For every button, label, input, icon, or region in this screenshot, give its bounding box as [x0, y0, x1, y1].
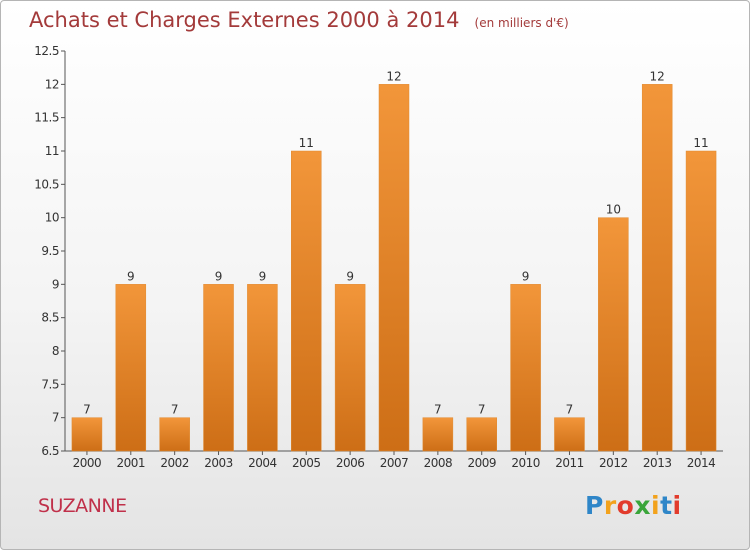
x-tick-label: 2002 — [160, 456, 189, 470]
x-tick-label: 2006 — [336, 456, 365, 470]
x-tick-label: 2009 — [467, 456, 496, 470]
bar — [554, 417, 585, 452]
bar-value-label: 9 — [127, 269, 135, 283]
bar-value-label: 7 — [566, 403, 574, 417]
y-tick-label: 11 — [45, 144, 59, 158]
bar-value-label: 9 — [259, 269, 267, 283]
bar-value-label: 9 — [215, 269, 223, 283]
bar — [598, 217, 629, 452]
x-tick-label: 2005 — [292, 456, 321, 470]
y-tick-label: 9 — [52, 277, 59, 291]
y-tick-label: 12.5 — [34, 44, 59, 58]
bar-value-label: 11 — [693, 136, 708, 150]
bar-value-label: 7 — [478, 403, 486, 417]
bar — [115, 284, 147, 452]
x-tick-label: 2008 — [424, 456, 453, 470]
bar-value-label: 7 — [434, 403, 442, 417]
bar-value-label: 9 — [522, 269, 530, 283]
bar — [159, 417, 190, 452]
bar-value-label: 11 — [299, 136, 314, 150]
y-tick-label: 10.5 — [34, 177, 59, 191]
bar — [71, 417, 103, 452]
bar — [334, 284, 366, 452]
bar-value-label: 12 — [650, 69, 665, 83]
proxiti-logo: Proxiti — [585, 491, 682, 520]
x-tick-label: 2013 — [643, 456, 672, 470]
x-tick-label: 2004 — [248, 456, 277, 470]
bar — [510, 284, 541, 452]
bar-value-label: 7 — [83, 403, 91, 417]
y-tick-label: 10 — [45, 211, 59, 225]
bar — [203, 284, 234, 452]
y-tick-label: 9.5 — [41, 244, 59, 258]
y-tick-label: 11.5 — [34, 111, 59, 125]
logo-letter: i — [672, 491, 682, 520]
x-tick-label: 2014 — [687, 456, 716, 470]
chart-title: Achats et Charges Externes 2000 à 2014 (… — [29, 8, 569, 32]
bar — [685, 150, 717, 452]
y-tick-label: 12 — [45, 77, 59, 91]
y-tick-label: 7.5 — [41, 377, 59, 391]
logo-letter: o — [616, 491, 635, 520]
x-tick-label: 2007 — [380, 456, 409, 470]
bar — [378, 84, 410, 452]
x-tick-label: 2000 — [73, 456, 102, 470]
y-tick-label: 7 — [52, 411, 59, 425]
bar-value-label: 9 — [346, 269, 354, 283]
unit-note: (en milliers d'€) — [474, 16, 569, 30]
x-tick-label: 2011 — [555, 456, 584, 470]
title-text: Achats et Charges Externes 2000 à 2014 — [29, 8, 460, 32]
bar-value-label: 7 — [171, 403, 179, 417]
x-tick-label: 2003 — [204, 456, 233, 470]
x-tick-label: 2001 — [117, 456, 146, 470]
y-tick-label: 8 — [52, 344, 59, 358]
bar — [641, 84, 673, 452]
y-tick-label: 6.5 — [41, 444, 59, 458]
bar — [466, 417, 497, 452]
commune-name: SUZANNE — [38, 495, 127, 517]
logo-letter: x — [634, 491, 651, 520]
y-tick-label: 8.5 — [41, 311, 59, 325]
x-tick-label: 2012 — [599, 456, 628, 470]
bar — [291, 150, 322, 452]
bar — [422, 417, 454, 452]
logo-letter: P — [585, 491, 604, 520]
bar-value-label: 10 — [606, 203, 621, 217]
bar-value-label: 12 — [386, 69, 401, 83]
x-tick-label: 2010 — [511, 456, 540, 470]
bar — [247, 284, 278, 452]
logo-letter: i — [651, 491, 661, 520]
logo-letter: t — [660, 491, 673, 520]
logo-letter: r — [603, 491, 617, 520]
